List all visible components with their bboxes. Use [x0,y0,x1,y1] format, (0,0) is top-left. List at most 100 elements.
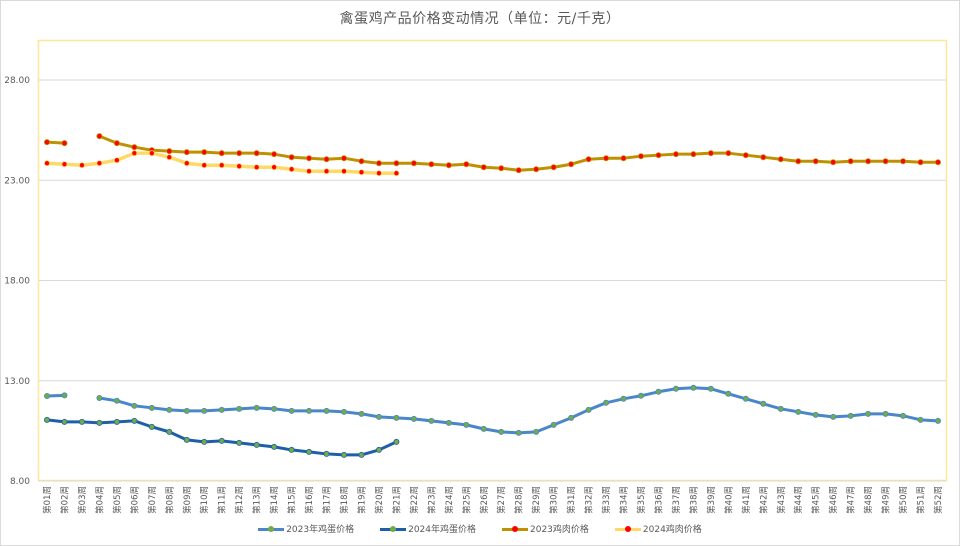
data-point-marker[interactable] [375,413,382,420]
data-point-marker[interactable] [253,441,260,448]
legend-item-2023-chicken[interactable]: 2023鸡肉价格 [502,522,589,535]
data-point-marker[interactable] [131,144,138,151]
data-point-marker[interactable] [358,410,365,417]
data-point-marker[interactable] [795,158,802,165]
data-point-marker[interactable] [306,448,313,455]
data-point-marker[interactable] [183,160,190,167]
data-point-marker[interactable] [113,157,120,164]
data-point-marker[interactable] [44,392,51,399]
data-point-marker[interactable] [148,150,155,157]
data-point-marker[interactable] [410,160,417,167]
legend-item-2024-egg[interactable]: 2024年鸡蛋价格 [380,522,476,535]
data-point-marker[interactable] [760,400,767,407]
data-point-marker[interactable] [393,438,400,445]
data-point-marker[interactable] [61,140,68,147]
data-point-marker[interactable] [166,406,173,413]
data-point-marker[interactable] [253,164,260,171]
data-point-marker[interactable] [253,150,260,157]
data-point-marker[interactable] [690,151,697,158]
data-point-marker[interactable] [218,437,225,444]
data-point-marker[interactable] [201,438,208,445]
legend-item-2024-chicken[interactable]: 2024鸡肉价格 [614,522,702,535]
data-point-marker[interactable] [61,392,68,399]
data-point-marker[interactable] [900,158,907,165]
data-point-marker[interactable] [812,411,819,418]
data-point-marker[interactable] [655,152,662,159]
data-point-marker[interactable] [725,150,732,157]
data-point-marker[interactable] [340,408,347,415]
data-point-marker[interactable] [882,410,889,417]
data-point-marker[interactable] [131,417,138,424]
data-point-marker[interactable] [44,139,51,146]
data-point-marker[interactable] [935,417,942,424]
data-point-marker[interactable] [375,446,382,453]
data-point-marker[interactable] [358,158,365,165]
data-point-marker[interactable] [271,164,278,171]
data-point-marker[interactable] [865,410,872,417]
legend-item-2023-egg[interactable]: 2023年鸡蛋价格 [258,522,354,535]
data-point-marker[interactable] [620,395,627,402]
data-point-marker[interactable] [865,158,872,165]
data-point-marker[interactable] [760,154,767,161]
data-point-marker[interactable] [96,160,103,167]
data-point-marker[interactable] [375,170,382,177]
data-point-marker[interactable] [812,158,819,165]
data-point-marker[interactable] [777,156,784,163]
data-point-marker[interactable] [236,150,243,157]
data-point-marker[interactable] [288,407,295,414]
data-point-marker[interactable] [428,417,435,424]
data-point-marker[interactable] [218,162,225,169]
data-point-marker[interactable] [568,414,575,421]
data-point-marker[interactable] [480,164,487,171]
data-point-marker[interactable] [201,407,208,414]
data-point-marker[interactable] [306,155,313,162]
data-point-marker[interactable] [533,166,540,173]
data-point-marker[interactable] [847,158,854,165]
data-point-marker[interactable] [515,167,522,174]
data-point-marker[interactable] [113,140,120,147]
data-point-marker[interactable] [96,394,103,401]
data-point-marker[interactable] [900,412,907,419]
data-point-marker[interactable] [533,428,540,435]
data-point-marker[interactable] [445,419,452,426]
data-point-marker[interactable] [672,151,679,158]
data-point-marker[interactable] [183,149,190,156]
data-point-marker[interactable] [218,150,225,157]
data-point-marker[interactable] [166,154,173,161]
data-point-marker[interactable] [358,169,365,176]
data-point-marker[interactable] [218,406,225,413]
data-point-marker[interactable] [44,416,51,423]
data-point-marker[interactable] [148,423,155,430]
data-point-marker[interactable] [96,419,103,426]
data-point-marker[interactable] [271,405,278,412]
data-point-marker[interactable] [585,156,592,163]
data-point-marker[interactable] [113,418,120,425]
data-point-marker[interactable] [78,162,85,169]
data-point-marker[interactable] [340,155,347,162]
data-point-marker[interactable] [393,414,400,421]
data-point-marker[interactable] [323,407,330,414]
data-point-marker[interactable] [480,425,487,432]
data-point-marker[interactable] [515,429,522,436]
data-point-marker[interactable] [550,164,557,171]
data-point-marker[interactable] [78,418,85,425]
data-point-marker[interactable] [148,404,155,411]
data-point-marker[interactable] [375,160,382,167]
data-point-marker[interactable] [131,402,138,409]
data-point-marker[interactable] [603,399,610,406]
data-point-marker[interactable] [550,421,557,428]
data-point-marker[interactable] [707,385,714,392]
data-point-marker[interactable] [638,392,645,399]
data-point-marker[interactable] [568,161,575,168]
data-point-marker[interactable] [777,405,784,412]
data-point-marker[interactable] [113,397,120,404]
data-point-marker[interactable] [463,421,470,428]
data-point-marker[interactable] [445,162,452,169]
data-point-marker[interactable] [183,407,190,414]
data-point-marker[interactable] [725,390,732,397]
data-point-marker[interactable] [830,159,837,166]
data-point-marker[interactable] [166,148,173,155]
data-point-marker[interactable] [498,165,505,172]
data-point-marker[interactable] [288,154,295,161]
data-point-marker[interactable] [61,161,68,168]
